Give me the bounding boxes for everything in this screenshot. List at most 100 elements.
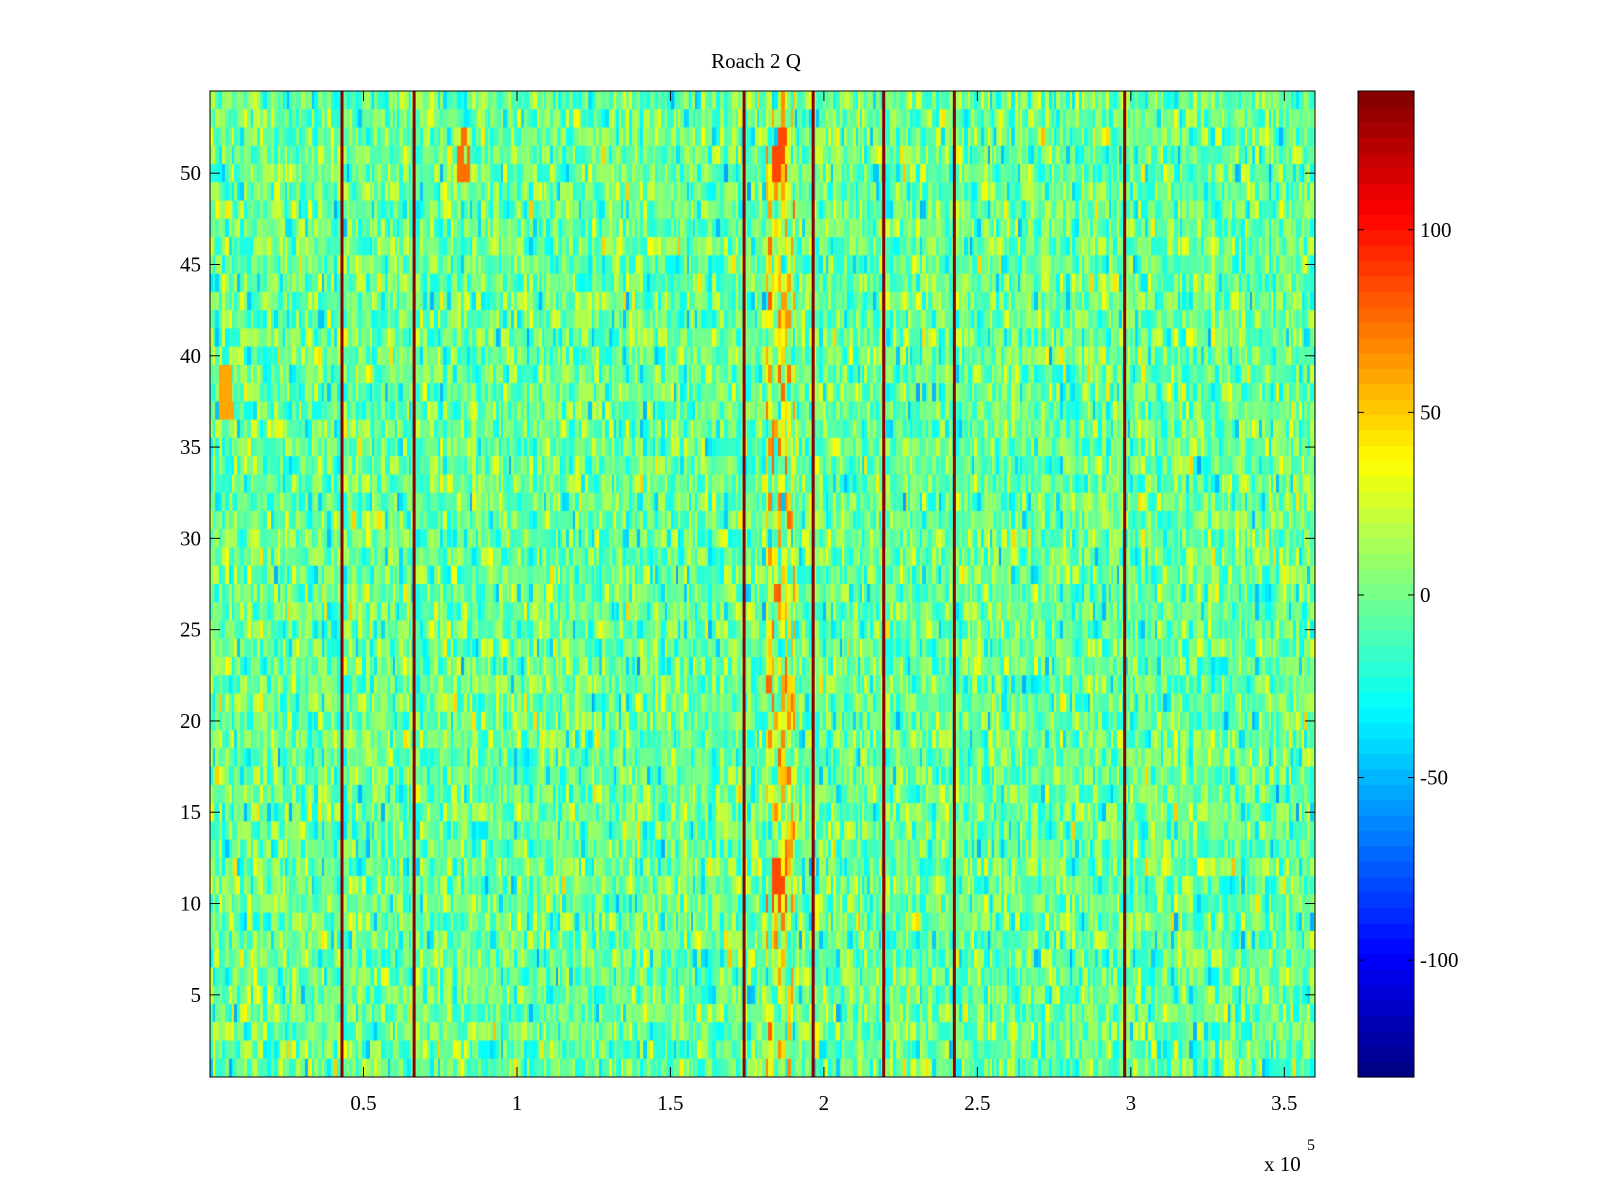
colorbar-band [1358, 245, 1414, 262]
colorbar-band [1358, 306, 1414, 323]
plot-frame [209, 90, 1316, 1078]
colorbar-band [1358, 522, 1414, 539]
dark-vertical-lines [340, 91, 1127, 1077]
colorbar-gradient [1358, 91, 1414, 1078]
colorbar-band [1358, 568, 1414, 585]
colorbar-band [1358, 892, 1414, 909]
x-tick-label: 1 [512, 1091, 523, 1115]
colorbar-band [1358, 645, 1414, 662]
colorbar-band [1358, 137, 1414, 154]
colorbar-band [1358, 768, 1414, 785]
y-tick-label: 25 [180, 618, 201, 642]
colorbar-band [1358, 152, 1414, 169]
y-tick-label: 35 [180, 435, 201, 459]
colorbar-band [1358, 168, 1414, 185]
dark-vertical-line-3 [742, 91, 746, 1077]
colorbar-band [1358, 476, 1414, 493]
colorbar-ticks: -100 -50 0 50 100 [1358, 218, 1459, 972]
colorbar-band [1358, 429, 1414, 446]
x-axis: 0.5 1 1.5 2 2.5 3 3.5 [350, 91, 1297, 1115]
colorbar-band [1358, 691, 1414, 708]
colorbar-band [1358, 676, 1414, 693]
colorbar-tick-label: -50 [1420, 766, 1448, 790]
chart-title: Roach 2 Q [711, 49, 801, 73]
colorbar-band [1358, 368, 1414, 385]
colorbar-band [1358, 337, 1414, 354]
y-tick-label: 10 [180, 892, 201, 916]
x-tick-label: 2.5 [964, 1091, 990, 1115]
colorbar-tick-label: 100 [1420, 218, 1452, 242]
colorbar-band [1358, 260, 1414, 277]
colorbar-band [1358, 799, 1414, 816]
colorbar-band [1358, 291, 1414, 308]
x-tick-label: 3.5 [1271, 1091, 1297, 1115]
colorbar-band [1358, 445, 1414, 462]
colorbar-band [1358, 861, 1414, 878]
y-tick-label: 30 [180, 526, 201, 550]
y-tick-label: 40 [180, 344, 201, 368]
colorbar-band [1358, 584, 1414, 601]
colorbar-tick-label: -100 [1420, 948, 1459, 972]
colorbar-band [1358, 491, 1414, 508]
colorbar-band [1358, 922, 1414, 939]
colorbar-band [1358, 907, 1414, 924]
dark-vertical-line-6 [952, 91, 956, 1077]
colorbar-band [1358, 876, 1414, 893]
dark-vertical-line-1 [340, 91, 344, 1077]
x-exponent-label: x 10 [1264, 1152, 1301, 1176]
colorbar-band [1358, 275, 1414, 292]
colorbar-band [1358, 830, 1414, 847]
dark-vertical-line-2 [412, 91, 416, 1077]
colorbar-frame [1357, 90, 1415, 1078]
y-tick-label: 45 [180, 252, 201, 276]
colorbar: -100 -50 0 50 100 [1357, 90, 1459, 1078]
colorbar-band [1358, 1046, 1414, 1063]
colorbar-band [1358, 722, 1414, 739]
heatmap-image [210, 91, 1315, 1077]
colorbar-band [1358, 399, 1414, 416]
colorbar-band [1358, 599, 1414, 616]
x-tick-label: 1.5 [657, 1091, 683, 1115]
colorbar-band [1358, 738, 1414, 755]
colorbar-band [1358, 537, 1414, 554]
colorbar-band [1358, 938, 1414, 955]
colorbar-band [1358, 614, 1414, 631]
colorbar-tick-label: 0 [1420, 583, 1431, 607]
colorbar-band [1358, 91, 1414, 108]
y-tick-label: 15 [180, 800, 201, 824]
colorbar-band [1358, 414, 1414, 431]
plot-area: 0.5 1 1.5 2 2.5 3 3.5 5 10 15 20 25 30 35 40 45 50 [180, 90, 1316, 1115]
colorbar-band [1358, 1030, 1414, 1047]
colorbar-band [1358, 106, 1414, 123]
colorbar-band [1358, 984, 1414, 1001]
colorbar-band [1358, 553, 1414, 570]
colorbar-band [1358, 953, 1414, 970]
x-tick-label: 0.5 [350, 1091, 376, 1115]
colorbar-band [1358, 229, 1414, 246]
x-tick-label: 3 [1126, 1091, 1137, 1115]
y-tick-label: 20 [180, 709, 201, 733]
colorbar-tick-label: 50 [1420, 400, 1441, 424]
dark-vertical-line-5 [882, 91, 886, 1077]
colorbar-band [1358, 121, 1414, 138]
colorbar-band [1358, 630, 1414, 647]
x-tick-label: 2 [819, 1091, 830, 1115]
y-tick-label: 5 [191, 983, 202, 1007]
y-tick-label: 50 [180, 161, 201, 185]
dark-vertical-line-4 [811, 91, 815, 1077]
colorbar-band [1358, 845, 1414, 862]
colorbar-band [1358, 1015, 1414, 1032]
colorbar-band [1358, 183, 1414, 200]
colorbar-band [1358, 198, 1414, 215]
colorbar-band [1358, 969, 1414, 986]
colorbar-band [1358, 661, 1414, 678]
colorbar-band [1358, 352, 1414, 369]
x-exponent-power: 5 [1307, 1137, 1315, 1154]
colorbar-band [1358, 322, 1414, 339]
colorbar-band [1358, 784, 1414, 801]
colorbar-band [1358, 506, 1414, 523]
colorbar-band [1358, 383, 1414, 400]
dark-vertical-line-7 [1123, 91, 1127, 1077]
colorbar-band [1358, 460, 1414, 477]
